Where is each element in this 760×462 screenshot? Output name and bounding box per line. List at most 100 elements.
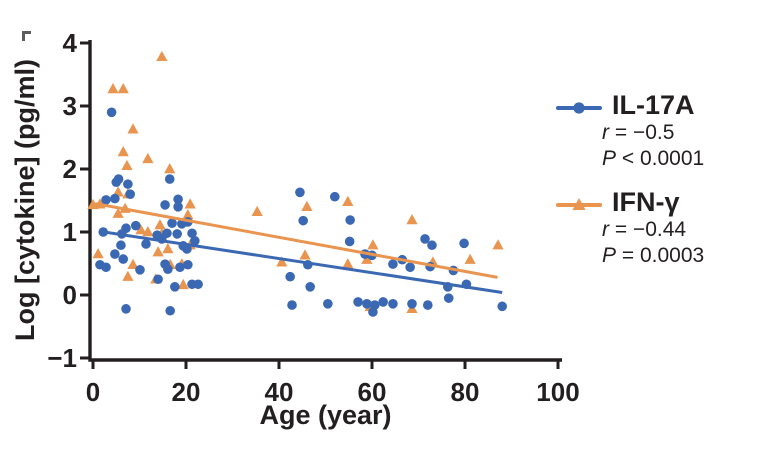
legend-entry-il17a: IL-17A r = −0.5 P < 0.0001 bbox=[556, 90, 760, 172]
data-point-triangle bbox=[177, 278, 189, 290]
data-point-triangle bbox=[142, 152, 154, 164]
series-name-il17a: IL-17A bbox=[612, 90, 695, 120]
data-point-circle bbox=[106, 107, 117, 118]
data-point-circle bbox=[378, 297, 388, 307]
data-point-circle bbox=[153, 274, 163, 285]
series-points-il17a bbox=[95, 107, 508, 317]
data-point-circle bbox=[121, 304, 131, 314]
data-point-circle bbox=[362, 299, 372, 309]
data-point-circle bbox=[344, 236, 355, 247]
legend-entry-ifng: IFN-γ r = −0.44 P = 0.0003 bbox=[556, 187, 760, 269]
data-point-circle bbox=[345, 215, 355, 225]
y-tick-label: 0 bbox=[63, 280, 77, 310]
data-point-circle bbox=[130, 220, 141, 231]
data-point-triangle bbox=[492, 239, 504, 250]
il17a-line-circle-swatch bbox=[556, 102, 602, 114]
series-name-ifng: IFN-γ bbox=[612, 187, 680, 217]
data-point-triangle bbox=[122, 270, 134, 281]
y-axis-title: Log [cytokine] (pg/ml) bbox=[10, 59, 40, 341]
data-point-circle bbox=[172, 229, 182, 239]
trend-line-il17a bbox=[99, 229, 503, 294]
data-point-circle bbox=[135, 265, 145, 275]
y-tick-label: 3 bbox=[63, 91, 77, 121]
x-axis-title: Age (year) bbox=[259, 400, 391, 430]
data-point-triangle bbox=[361, 253, 373, 264]
data-point-circle bbox=[123, 179, 133, 189]
trend-line-ifng bbox=[95, 202, 498, 279]
data-point-triangle bbox=[92, 248, 104, 259]
data-point-circle bbox=[497, 301, 508, 312]
data-point-triangle bbox=[182, 208, 194, 220]
data-point-circle bbox=[173, 202, 183, 212]
data-point-circle bbox=[305, 282, 315, 292]
data-point-circle bbox=[110, 193, 120, 204]
data-point-triangle bbox=[107, 82, 119, 94]
scan-artifact bbox=[22, 31, 31, 41]
data-point-circle bbox=[427, 240, 437, 251]
data-point-circle bbox=[110, 249, 120, 259]
data-point-circle bbox=[141, 239, 151, 249]
data-point-circle bbox=[423, 300, 433, 310]
y-tick-label: 4 bbox=[63, 28, 78, 58]
data-point-triangle bbox=[152, 246, 164, 257]
data-point-triangle bbox=[367, 239, 379, 250]
series-points-ifng bbox=[87, 50, 504, 314]
data-point-circle bbox=[111, 177, 122, 188]
x-tick-label: 40 bbox=[265, 377, 294, 407]
y-tick-label: 2 bbox=[63, 154, 77, 184]
data-point-circle bbox=[101, 195, 111, 205]
data-point-triangle bbox=[162, 243, 174, 254]
data-point-circle bbox=[420, 234, 430, 244]
data-point-triangle bbox=[184, 198, 196, 209]
data-point-triangle bbox=[142, 226, 154, 237]
data-point-circle bbox=[369, 300, 380, 310]
data-point-circle bbox=[165, 305, 175, 316]
data-point-triangle bbox=[127, 258, 139, 269]
data-point-circle bbox=[182, 244, 192, 254]
data-point-triangle bbox=[154, 219, 166, 230]
data-point-circle bbox=[164, 174, 175, 184]
data-point-circle bbox=[116, 240, 126, 251]
data-point-triangle bbox=[135, 224, 147, 235]
data-point-triangle bbox=[406, 214, 418, 225]
data-point-circle bbox=[183, 259, 193, 270]
il17a-p-stat: P < 0.0001 bbox=[602, 147, 705, 170]
y-tick-label: 1 bbox=[63, 217, 77, 247]
data-point-triangle bbox=[276, 256, 288, 267]
data-point-circle bbox=[388, 259, 398, 269]
data-point-triangle bbox=[251, 205, 263, 217]
data-point-triangle bbox=[117, 82, 129, 94]
axis-spines bbox=[88, 40, 562, 362]
data-point-circle bbox=[407, 299, 417, 309]
data-point-circle bbox=[175, 262, 185, 273]
data-point-triangle bbox=[112, 207, 124, 218]
data-point-triangle bbox=[342, 258, 354, 269]
y-tick-label: −1 bbox=[47, 343, 77, 373]
x-tick-label: 20 bbox=[172, 377, 201, 407]
data-point-circle bbox=[118, 254, 129, 264]
ifng-p-stat: P = 0.0003 bbox=[602, 244, 705, 267]
x-axis: 0 20 40 60 80 100 bbox=[86, 360, 580, 407]
data-point-circle bbox=[459, 238, 469, 249]
data-point-circle bbox=[353, 297, 363, 307]
data-point-triangle bbox=[301, 200, 313, 211]
x-tick-label: 100 bbox=[536, 377, 579, 407]
data-point-circle bbox=[443, 293, 454, 303]
data-point-triangle bbox=[299, 249, 311, 260]
ifng-swatch-triangle-icon bbox=[572, 198, 586, 210]
data-point-circle bbox=[101, 262, 111, 273]
data-point-triangle bbox=[342, 195, 354, 206]
data-point-circle bbox=[287, 300, 297, 310]
data-point-circle bbox=[167, 218, 177, 228]
data-point-circle bbox=[163, 264, 173, 274]
x-tick-label: 80 bbox=[451, 377, 480, 407]
data-point-triangle bbox=[156, 50, 168, 62]
data-point-circle bbox=[173, 194, 183, 205]
il17a-swatch-circle-icon bbox=[573, 102, 585, 114]
data-point-circle bbox=[190, 236, 200, 246]
data-point-circle bbox=[298, 215, 308, 226]
data-point-circle bbox=[160, 200, 170, 210]
ifng-r-stat: r = −0.44 bbox=[602, 218, 687, 241]
